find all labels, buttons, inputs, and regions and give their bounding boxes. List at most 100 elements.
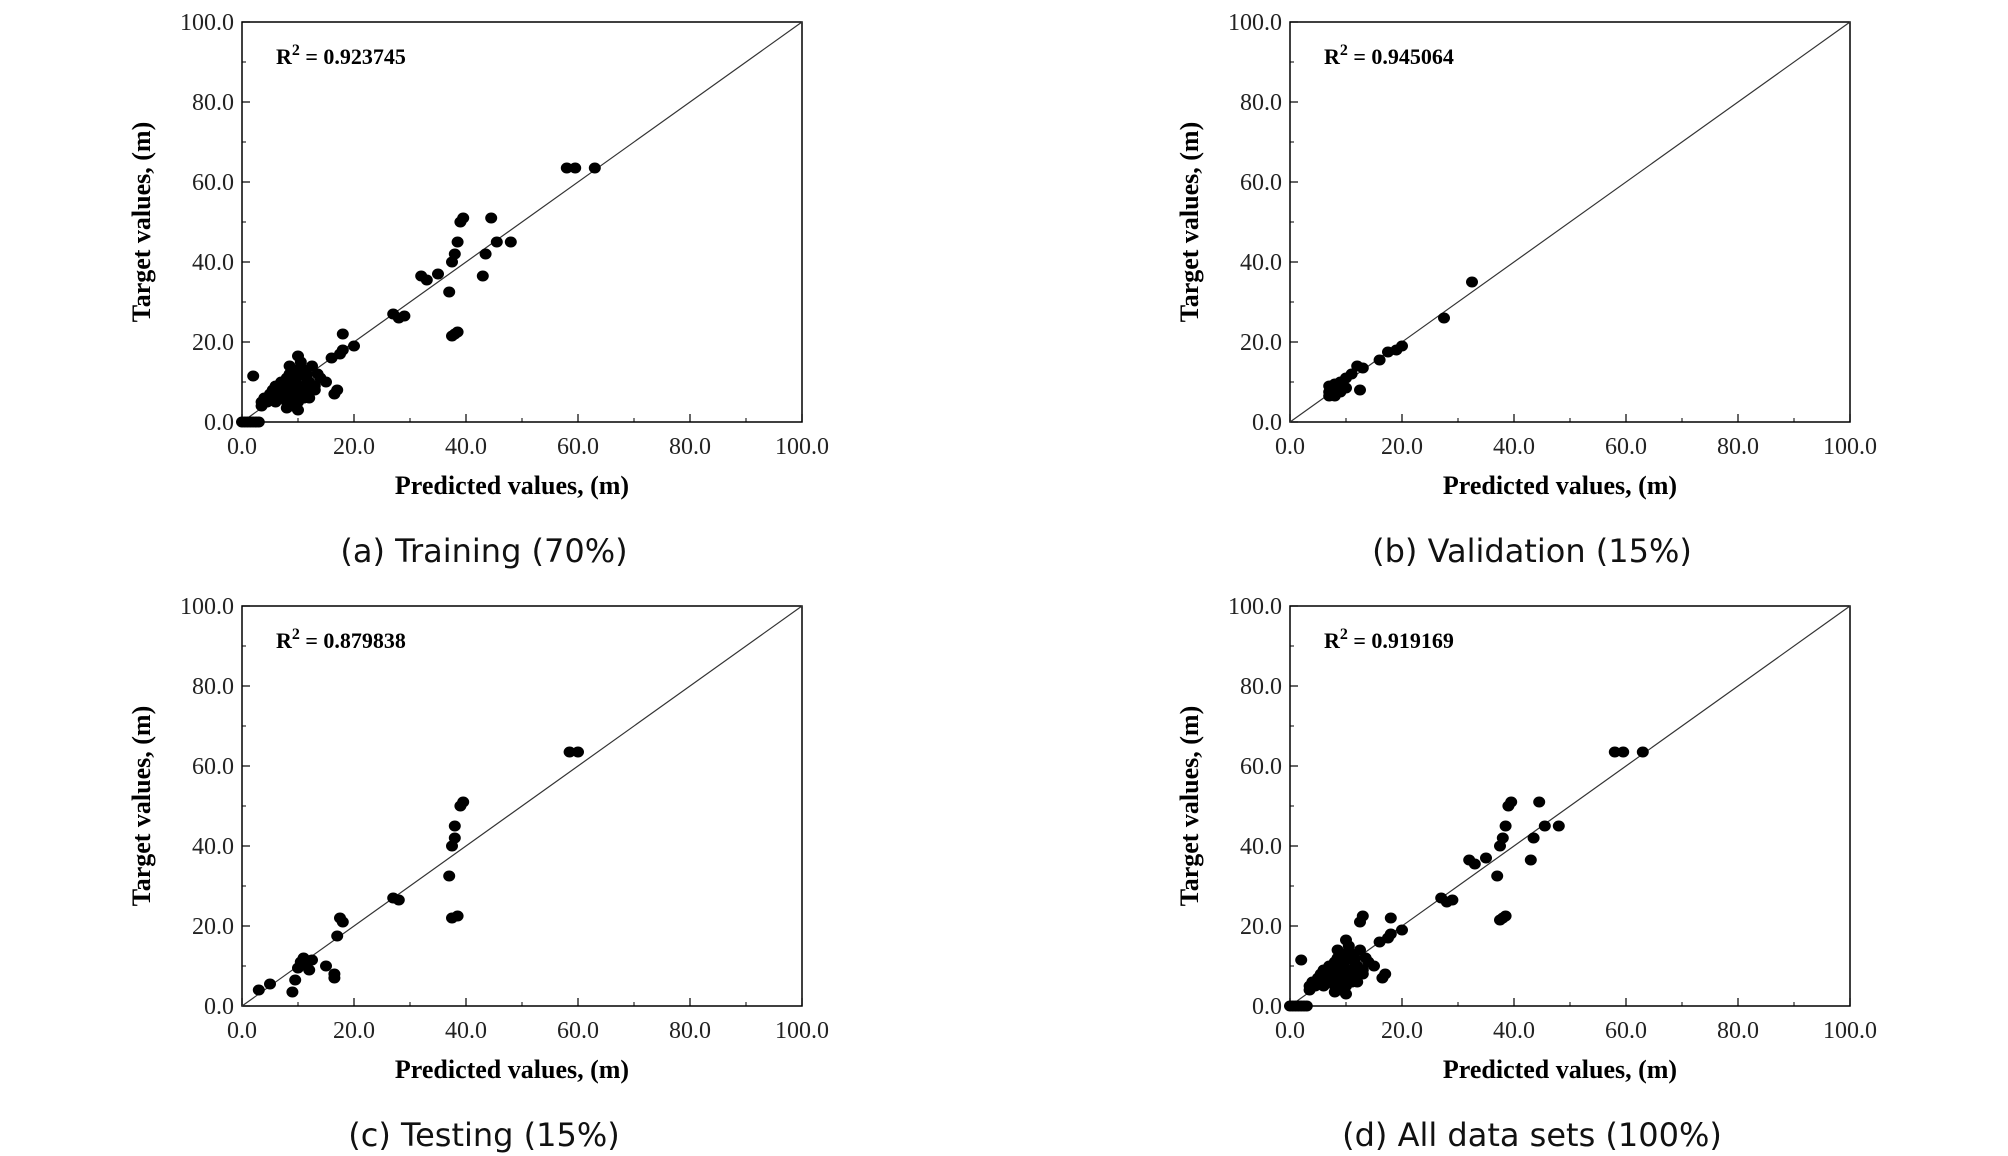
data-point — [1348, 952, 1361, 964]
data-point — [451, 236, 464, 248]
data-point — [1384, 912, 1397, 924]
r-squared-superscript: 2 — [1340, 626, 1348, 643]
data-point — [1373, 354, 1386, 366]
data-point — [569, 162, 582, 174]
x-tick-label: 100.0 — [1823, 1018, 1877, 1044]
data-point — [306, 954, 318, 966]
data-point — [1527, 832, 1540, 844]
data-point — [252, 984, 265, 996]
data-point — [292, 404, 304, 416]
x-axis-label: Predicted values, (m) — [395, 1055, 629, 1084]
x-tick-label: 40.0 — [1493, 434, 1535, 460]
y-tick-label: 40.0 — [192, 834, 234, 860]
data-point — [1552, 820, 1565, 832]
data-point — [451, 326, 464, 338]
y-tick-label: 0.0 — [204, 410, 234, 436]
y-tick-label: 60.0 — [192, 170, 234, 196]
data-point — [336, 916, 349, 928]
data-point — [1396, 340, 1408, 352]
y-tick-label: 40.0 — [1240, 250, 1282, 276]
data-point — [336, 344, 349, 356]
data-point — [1533, 796, 1546, 808]
data-point — [1351, 968, 1364, 980]
x-tick-label: 40.0 — [445, 1018, 487, 1044]
x-tick-label: 100.0 — [1823, 434, 1877, 460]
data-point — [292, 350, 304, 362]
data-point — [572, 746, 584, 758]
x-tick-label: 20.0 — [1381, 1018, 1423, 1044]
data-point — [1345, 976, 1358, 988]
x-tick-label: 80.0 — [1717, 1018, 1759, 1044]
data-point — [264, 978, 276, 990]
y-tick-label: 80.0 — [1240, 674, 1282, 700]
data-point — [1636, 746, 1649, 758]
data-point — [490, 236, 503, 248]
data-point — [420, 274, 433, 286]
x-axis-label: Predicted values, (m) — [1443, 1055, 1677, 1084]
data-point — [252, 416, 265, 428]
data-point — [1608, 746, 1621, 758]
data-point — [485, 212, 498, 224]
data-point — [443, 870, 456, 882]
data-point — [432, 268, 444, 280]
data-point — [1368, 960, 1380, 972]
data-point — [348, 340, 360, 352]
data-point — [1496, 832, 1509, 844]
y-tick-label: 100.0 — [1228, 594, 1282, 620]
data-point — [560, 162, 573, 174]
r-squared-annotation: R2 = 0.923745 — [276, 42, 406, 69]
y-axis-label: Target values, (m) — [1175, 706, 1204, 907]
data-point — [1354, 384, 1366, 396]
data-point — [1384, 928, 1397, 940]
data-point — [1379, 968, 1392, 980]
data-point — [320, 376, 332, 388]
data-point — [479, 248, 492, 260]
reference-line — [241, 21, 803, 423]
data-point — [398, 310, 411, 322]
x-axis-label: Predicted values, (m) — [1443, 471, 1677, 500]
y-tick-label: 0.0 — [1252, 994, 1282, 1020]
data-point — [1354, 944, 1366, 956]
r-squared-annotation: R2 = 0.945064 — [1324, 42, 1454, 69]
data-point — [286, 986, 299, 998]
r-squared-prefix: R — [276, 44, 293, 69]
data-point — [1328, 390, 1341, 402]
data-point — [1356, 362, 1369, 374]
data-point — [457, 796, 470, 808]
x-tick-label: 60.0 — [557, 1018, 599, 1044]
x-axis-label: Predicted values, (m) — [395, 471, 629, 500]
panel-caption: (d) All data sets (100%) — [1342, 1116, 1722, 1154]
data-point — [1295, 954, 1308, 966]
r-squared-annotation: R2 = 0.879838 — [276, 626, 406, 653]
y-tick-label: 100.0 — [180, 594, 234, 620]
data-point — [588, 162, 601, 174]
series-1 — [1284, 746, 1649, 1012]
y-tick-label: 20.0 — [1240, 914, 1282, 940]
data-point — [328, 972, 341, 984]
reference-line — [241, 605, 803, 1007]
data-point — [1340, 382, 1352, 394]
y-tick-label: 40.0 — [192, 250, 234, 276]
x-tick-label: 0.0 — [1275, 1018, 1305, 1044]
data-point — [247, 370, 260, 382]
r-squared-prefix: R — [1324, 44, 1341, 69]
data-point — [448, 248, 461, 260]
y-tick-label: 80.0 — [192, 90, 234, 116]
x-tick-label: 100.0 — [775, 434, 829, 460]
y-tick-label: 80.0 — [192, 674, 234, 700]
x-tick-label: 100.0 — [775, 1018, 829, 1044]
y-tick-label: 100.0 — [180, 10, 234, 36]
data-point — [1466, 276, 1478, 288]
data-point — [1524, 854, 1537, 866]
y-tick-label: 60.0 — [192, 754, 234, 780]
panel-caption: (c) Testing (15%) — [348, 1116, 620, 1154]
series-1 — [236, 162, 601, 428]
x-tick-label: 40.0 — [445, 434, 487, 460]
data-point — [1468, 858, 1481, 870]
r-squared-annotation: R2 = 0.919169 — [1324, 626, 1454, 653]
data-point — [1340, 988, 1352, 1000]
data-point — [297, 392, 310, 404]
x-tick-label: 60.0 — [1605, 434, 1647, 460]
data-point — [1491, 870, 1504, 882]
